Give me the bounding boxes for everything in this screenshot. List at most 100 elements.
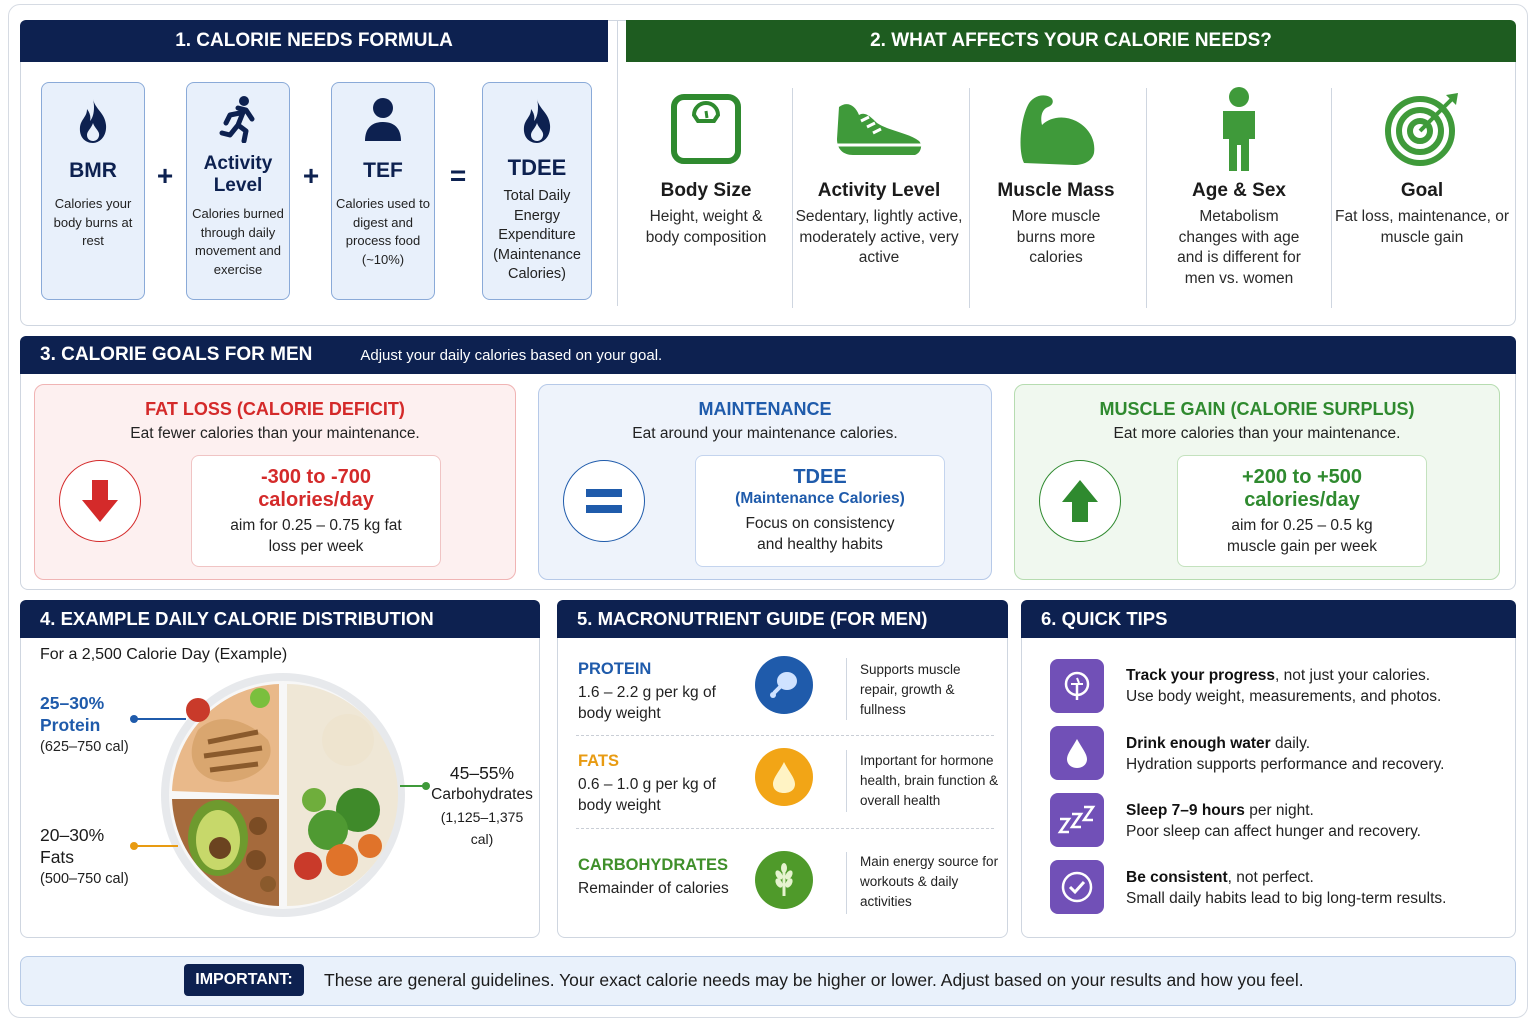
section-divider — [617, 20, 618, 306]
goal-value-box: +200 to +500 calories/day aim for 0.25 –… — [1177, 455, 1427, 567]
formula-box-bmr: BMR Calories your body burns at rest — [41, 82, 145, 300]
formula-box-tef: TEF Calories used to digest and process … — [331, 82, 435, 300]
tip-text: Track your progress, not just your calor… — [1126, 665, 1441, 707]
macro-desc: Remainder of calories — [578, 880, 729, 897]
goal-title: MAINTENANCE — [698, 399, 832, 419]
factor-age-sex: Age & Sex Metabolism changes with age an… — [1150, 84, 1328, 289]
tip-rest: , not just your calories. — [1275, 667, 1431, 684]
factor-title: Body Size — [660, 180, 752, 201]
formula-box-tdee: TDEE Total Daily Energy Expenditure (Mai… — [482, 82, 592, 300]
macro-carbohydrates: CARBOHYDRATES Remainder of calories — [578, 856, 748, 899]
tip-rest: , not perfect. — [1227, 869, 1314, 886]
factor-goal: Goal Fat loss, maintenance, or muscle ga… — [1333, 84, 1511, 248]
factor-title: Age & Sex — [1192, 180, 1286, 201]
factor-desc: Fat loss, maintenance, or muscle gain — [1334, 208, 1510, 246]
macro-name: CARBOHYDRATES — [578, 856, 729, 874]
macro-desc: 0.6 – 1.0 g per kg of body weight — [578, 776, 716, 814]
macro-fats: FATS 0.6 – 1.0 g per kg of body weight — [578, 752, 748, 816]
factor-title: Muscle Mass — [997, 180, 1115, 201]
tip-bold: Track your progress — [1126, 667, 1276, 684]
factor-title: Goal — [1400, 180, 1444, 201]
factor-title: Activity Level — [817, 180, 941, 201]
macro-divider — [846, 750, 847, 812]
macro-note: Important for hormone health, brain func… — [860, 753, 999, 808]
section5-title: 5. MACRONUTRIENT GUIDE (FOR MEN) — [557, 600, 1008, 638]
section3-subtitle: Adjust your daily calories based on your… — [360, 346, 663, 364]
goal-title: MUSCLE GAIN (CALORIE SURPLUS) — [1099, 399, 1415, 419]
tip-bold: Be consistent — [1126, 869, 1228, 886]
tip-line2: Poor sleep can affect hunger and recover… — [1126, 823, 1421, 840]
goal-value-box: TDEE (Maintenance Calories) Focus on con… — [695, 455, 945, 567]
oil-drop-icon — [755, 748, 813, 806]
goal-title: FAT LOSS (CALORIE DEFICIT) — [145, 399, 405, 419]
flexed-arm-icon — [967, 84, 1145, 174]
flame-icon — [519, 97, 555, 150]
fats-label: 20–30% Fats (500–750 cal) — [40, 824, 129, 890]
tip-bold: Sleep 7–9 hours — [1126, 802, 1245, 819]
formula-desc: Calories used to digest and process food… — [336, 196, 430, 267]
carbs-label: 45–55% Carbohydrates (1,125–1,375 cal) — [428, 762, 536, 850]
tip-line2: Hydration supports performance and recov… — [1126, 756, 1445, 773]
tip-text: Sleep 7–9 hours per night. Poor sleep ca… — [1126, 800, 1421, 842]
person-icon — [363, 97, 403, 148]
factor-muscle-mass: Muscle Mass More muscle burns more calor… — [967, 84, 1145, 269]
formula-title: BMR — [69, 159, 117, 182]
goal-note: Focus on consistency and healthy habits — [745, 515, 895, 553]
goal-subtitle: Eat fewer calories than your maintenance… — [130, 425, 420, 442]
scale-icon — [1050, 659, 1104, 713]
check-circle-icon — [1050, 860, 1104, 914]
target-icon — [1333, 84, 1511, 174]
macro-name: FATS — [578, 752, 619, 770]
goal-note: aim for 0.25 – 0.75 kg fat loss per week — [230, 517, 402, 555]
tip-line2: Use body weight, measurements, and photo… — [1126, 688, 1442, 705]
leader-lines — [130, 715, 430, 850]
factor-body-size: Body Size Height, weight & body composit… — [617, 84, 795, 248]
macro-note: Main energy source for workouts & daily … — [860, 854, 999, 909]
factor-activity-level: Activity Level Sedentary, lightly active… — [790, 84, 968, 269]
factor-divider — [792, 88, 793, 308]
factor-desc: Metabolism changes with age and is diffe… — [1177, 208, 1301, 287]
person-icon — [1150, 84, 1328, 174]
goal-card-fat-loss: FAT LOSS (CALORIE DEFICIT) Eat fewer cal… — [34, 384, 516, 580]
macro-name: PROTEIN — [578, 660, 652, 678]
goal-value-box: -300 to -700 calories/day aim for 0.25 –… — [191, 455, 441, 567]
tip-line2: Small daily habits lead to big long-term… — [1126, 890, 1447, 907]
formula-desc: Calories your body burns at rest — [53, 196, 133, 248]
plate-illustration — [158, 670, 408, 925]
section3-title: 3. CALORIE GOALS FOR MEN — [40, 344, 313, 365]
tip-text: Drink enough water daily. Hydration supp… — [1126, 733, 1444, 775]
tip-bold: Drink enough water — [1126, 735, 1271, 752]
arrow-up-icon — [1039, 460, 1121, 542]
protein-pct: 25–30% — [40, 693, 105, 713]
fats-name: Fats — [40, 847, 75, 867]
wheat-icon — [755, 851, 813, 909]
goal-card-maintenance: MAINTENANCE Eat around your maintenance … — [538, 384, 992, 580]
water-drop-icon — [1050, 726, 1104, 780]
formula-title: TDEE — [507, 155, 567, 180]
macro-separator — [576, 735, 994, 736]
goal-value: +200 to +500 calories/day — [1241, 466, 1363, 511]
goal-subtitle: Eat more calories than your maintenance. — [1113, 425, 1401, 442]
macro-divider — [846, 658, 847, 720]
formula-desc: Calories burned through daily movement a… — [192, 206, 284, 277]
tip-text: Be consistent, not perfect. Small daily … — [1126, 867, 1446, 909]
factor-desc: Sedentary, lightly active, moderately ac… — [795, 208, 963, 266]
important-text: These are general guidelines. Your exact… — [324, 970, 1304, 990]
section6-title: 6. QUICK TIPS — [1021, 600, 1516, 638]
section4-title: 4. EXAMPLE DAILY CALORIE DISTRIBUTION — [20, 600, 540, 638]
sleep-zzz-icon — [1050, 793, 1104, 847]
fats-cal: (500–750 cal) — [40, 871, 129, 887]
protein-label: 25–30% Protein (625–750 cal) — [40, 692, 129, 758]
fats-pct: 20–30% — [40, 825, 105, 845]
macro-divider — [846, 852, 847, 914]
macro-note: Supports muscle repair, growth & fullnes… — [860, 662, 961, 717]
factor-desc: More muscle burns more calories — [1011, 208, 1101, 266]
drumstick-icon — [755, 656, 813, 714]
equals-icon — [563, 460, 645, 542]
arrow-down-icon — [59, 460, 141, 542]
goal-subtitle: Eat around your maintenance calories. — [632, 425, 898, 442]
flame-icon — [75, 97, 111, 150]
protein-cal: (625–750 cal) — [40, 739, 129, 755]
section2-title: 2. WHAT AFFECTS YOUR CALORIE NEEDS? — [626, 20, 1516, 62]
factor-desc: Height, weight & body composition — [645, 208, 767, 246]
